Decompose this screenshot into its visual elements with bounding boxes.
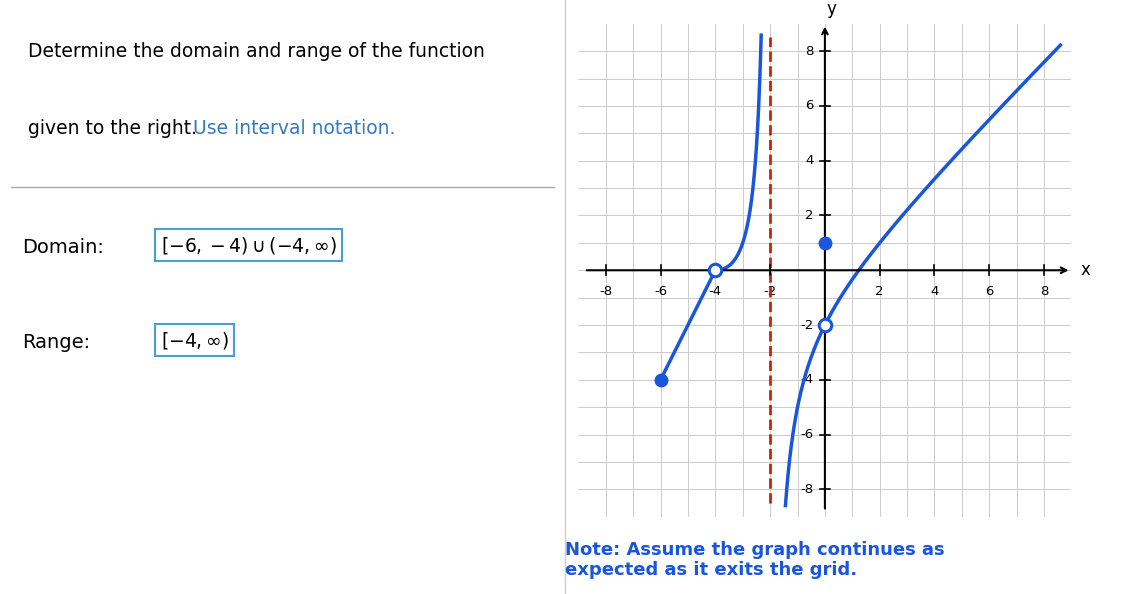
- Text: -4: -4: [801, 374, 814, 386]
- Text: Range:: Range:: [23, 333, 90, 352]
- Text: 2: 2: [806, 209, 814, 222]
- Text: 2: 2: [876, 285, 884, 298]
- Text: 6: 6: [985, 285, 993, 298]
- Text: x: x: [1081, 261, 1090, 279]
- Text: -8: -8: [599, 285, 612, 298]
- Text: -2: -2: [801, 318, 814, 331]
- Text: Domain:: Domain:: [23, 238, 104, 257]
- Text: y: y: [826, 0, 836, 18]
- Text: -6: -6: [654, 285, 667, 298]
- Text: -6: -6: [801, 428, 814, 441]
- Text: 4: 4: [806, 154, 814, 167]
- Text: -4: -4: [709, 285, 722, 298]
- Text: 4: 4: [930, 285, 939, 298]
- Text: $[-4, \infty)$: $[-4, \infty)$: [160, 330, 229, 350]
- Text: Note: Assume the graph continues as
expected as it exits the grid.: Note: Assume the graph continues as expe…: [565, 541, 945, 579]
- Text: 8: 8: [1040, 285, 1049, 298]
- Text: -2: -2: [764, 285, 776, 298]
- Text: 6: 6: [806, 99, 814, 112]
- Text: given to the right.: given to the right.: [28, 119, 203, 138]
- Text: 8: 8: [806, 45, 814, 58]
- Text: Determine the domain and range of the function: Determine the domain and range of the fu…: [28, 42, 485, 61]
- Text: $[-6, -4)\cup(-4, \infty)$: $[-6, -4)\cup(-4, \infty)$: [160, 235, 337, 255]
- Text: Use interval notation.: Use interval notation.: [193, 119, 396, 138]
- Text: -8: -8: [801, 483, 814, 496]
